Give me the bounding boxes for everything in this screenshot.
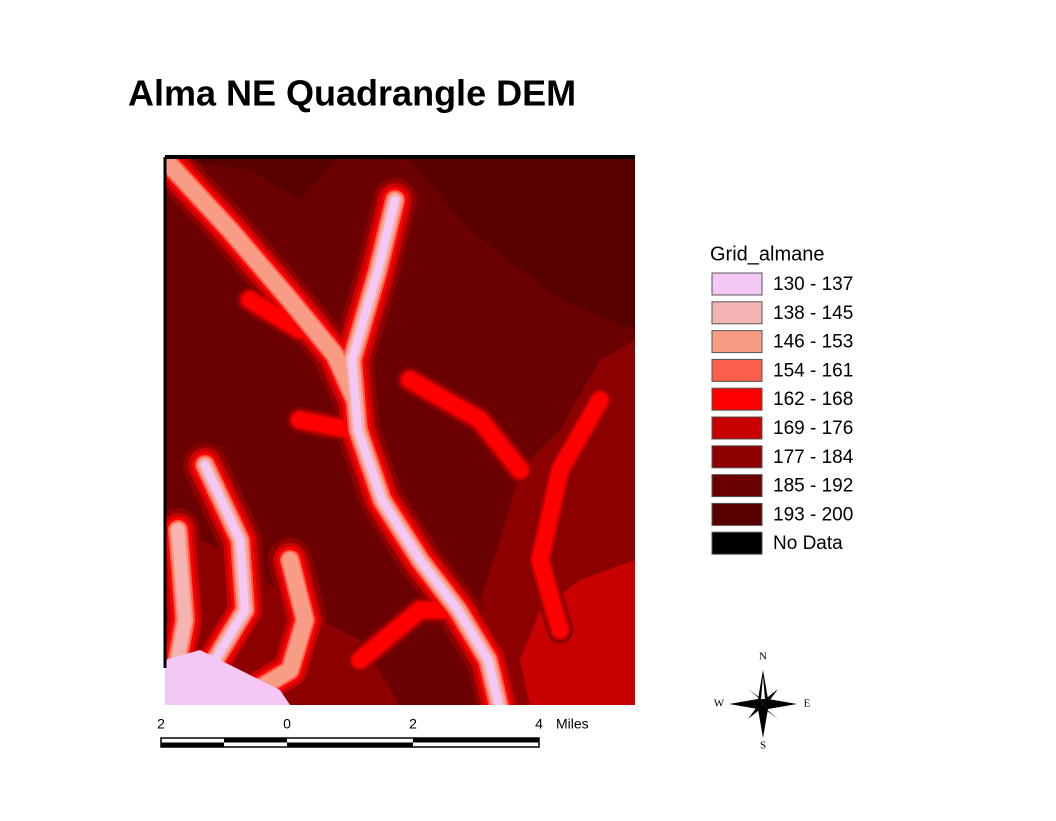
legend-swatch [711,301,763,325]
compass-label: N [759,651,767,663]
legend-swatch [711,474,763,498]
scale-bar-segment [161,742,224,747]
scale-label: 2 [157,716,165,732]
legend-swatch [711,272,763,296]
legend-label: 130 - 137 [773,274,853,295]
compass-point [763,699,797,709]
compass-point [758,704,768,738]
compass-point [763,689,778,704]
compass-label: E [804,698,811,710]
scale-label: 2 [409,716,417,732]
valley [532,392,608,638]
scale-label: 0 [283,716,291,732]
valley [242,292,308,338]
compass-highlight [761,676,765,699]
terrain [165,157,340,200]
legend-swatch [711,502,763,526]
terrain [165,157,635,330]
compass-label: S [760,740,766,752]
terrain [520,560,635,705]
legend-swatch [711,387,763,411]
legend-label: 154 - 161 [773,360,853,381]
north-arrow: N S W E [714,651,811,752]
compass-point [748,704,763,719]
scale-label: 4 [535,716,543,732]
legend-label: 185 - 192 [773,476,853,497]
valley [165,157,363,408]
compass-point [729,699,763,709]
map-title: Alma NE Quadrangle DEM [128,73,576,114]
valley [165,650,290,705]
compass-point [760,704,778,719]
scale-unit: Miles [556,716,589,732]
scale-bar: 2 0 2 4 Miles [157,716,589,748]
legend-label: No Data [773,533,843,554]
scale-bar-segment [224,738,287,743]
legend-label: 177 - 184 [773,447,854,468]
legend: 130 - 137 138 - 145 146 - 153 154 - 161 162 … [711,272,854,555]
legend-swatch [711,358,763,382]
valley [402,372,528,478]
dem-raster [165,157,635,705]
legend-label: 162 - 168 [773,389,853,410]
compass-point [748,689,766,704]
legend-label: 146 - 153 [773,332,853,353]
legend-label: 193 - 200 [773,504,853,525]
legend-label: 169 - 176 [773,418,853,439]
legend-swatch [711,531,763,555]
legend-swatch [711,330,763,354]
legend-label: 138 - 145 [773,303,853,324]
valley [348,196,503,705]
legend-title: Grid_almane [710,243,825,265]
scale-bar-segment [413,738,539,743]
valley [292,412,358,438]
scale-bar-segment [287,742,413,747]
legend-swatch [711,416,763,440]
compass-label: W [714,698,725,710]
legend-swatch [711,445,763,469]
